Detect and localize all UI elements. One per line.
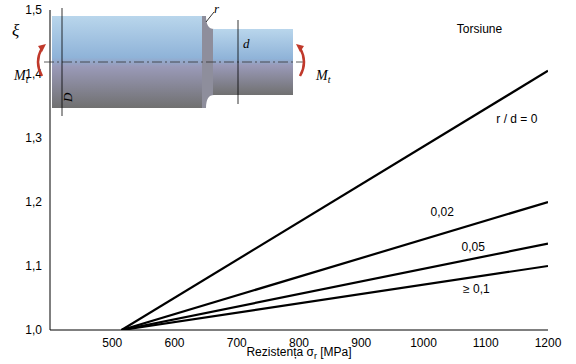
svg-text:0,05: 0,05	[462, 240, 486, 254]
svg-text:1100: 1100	[473, 336, 499, 350]
svg-text:Torsiune: Torsiune	[457, 22, 503, 36]
svg-text:1,1: 1,1	[25, 259, 42, 273]
svg-text:1,0: 1,0	[25, 323, 42, 337]
svg-text:1,2: 1,2	[25, 195, 42, 209]
svg-text:1,3: 1,3	[25, 131, 42, 145]
svg-text:1,5: 1,5	[25, 3, 42, 17]
svg-text:1000: 1000	[410, 336, 437, 350]
svg-text:r / d = 0: r / d = 0	[496, 112, 537, 126]
svg-text:r: r	[214, 1, 220, 16]
svg-text:500: 500	[102, 336, 122, 350]
svg-text:D: D	[60, 92, 75, 103]
svg-text:≥ 0,1: ≥ 0,1	[463, 282, 490, 296]
svg-text:700: 700	[227, 336, 247, 350]
svg-text:Mt: Mt	[315, 68, 331, 85]
svg-text:0,02: 0,02	[430, 205, 454, 219]
svg-text:1,4: 1,4	[25, 67, 42, 81]
svg-text:900: 900	[351, 336, 371, 350]
svg-text:Mt: Mt	[13, 68, 29, 85]
svg-text:600: 600	[164, 336, 184, 350]
svg-text:d: d	[243, 36, 250, 51]
svg-text:1200: 1200	[535, 336, 562, 350]
